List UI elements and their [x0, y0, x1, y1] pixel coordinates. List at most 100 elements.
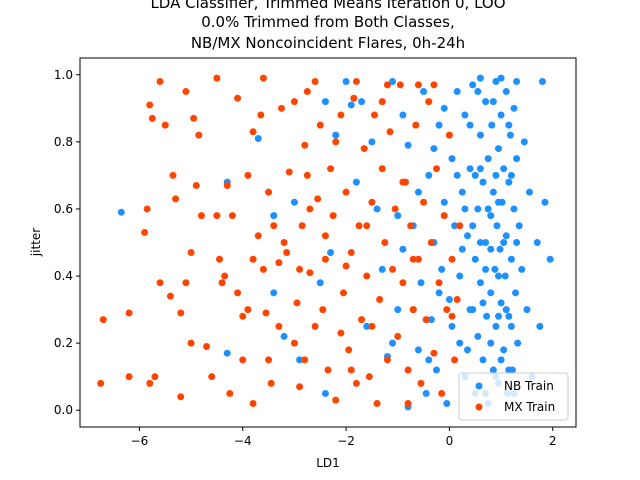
mx-train-point-77 — [389, 265, 397, 273]
mx-train-point-108 — [239, 356, 247, 364]
nb-train-point-90 — [506, 131, 514, 139]
mx-train-point-47 — [306, 269, 314, 277]
mx-train-point-57 — [337, 111, 345, 119]
mx-train-point-101 — [451, 356, 459, 364]
mx-train-point-63 — [352, 379, 360, 387]
mx-train-point-29 — [244, 306, 252, 314]
nb-train-point-101 — [523, 306, 531, 314]
nb-train-point-46 — [456, 272, 464, 280]
nb-train-point-31 — [420, 88, 428, 96]
mx-train-point-87 — [414, 255, 422, 263]
mx-train-point-122 — [259, 265, 267, 273]
nb-train-point-11 — [321, 389, 329, 397]
mx-train-point-4 — [141, 228, 149, 236]
mx-train-point-105 — [290, 98, 298, 106]
nb-train-point-16 — [352, 178, 360, 186]
mx-train-point-37 — [275, 259, 283, 267]
mx-train-point-36 — [270, 222, 278, 230]
mx-train-point-16 — [187, 249, 195, 257]
mx-train-point-21 — [208, 373, 216, 381]
nb-train-point-61 — [479, 356, 487, 364]
x-axis-label: LD1 — [316, 456, 340, 470]
nb-train-point-105 — [536, 322, 544, 330]
mx-train-point-7 — [148, 114, 156, 122]
mx-train-point-24 — [218, 279, 226, 287]
mx-train-point-20 — [203, 342, 211, 350]
nb-train-point-42 — [448, 155, 456, 163]
nb-train-point-95 — [512, 289, 520, 297]
chart-title-line-1: LDA Classifier, Trimmed Means Iteration … — [150, 0, 505, 12]
mx-train-point-41 — [290, 339, 298, 347]
mx-train-point-80 — [396, 81, 404, 89]
nb-train-point-85 — [502, 88, 510, 96]
mx-train-point-98 — [443, 306, 451, 314]
mx-train-point-62 — [350, 94, 358, 102]
nb-train-point-9 — [316, 279, 324, 287]
nb-train-point-93 — [510, 205, 518, 213]
mx-train-point-121 — [275, 322, 283, 330]
nb-train-point-64 — [483, 312, 491, 320]
mx-train-point-64 — [355, 222, 363, 230]
mx-train-point-8 — [151, 373, 159, 381]
mx-train-point-132 — [321, 232, 329, 240]
nb-train-point-78 — [496, 245, 504, 253]
mx-train-point-0 — [97, 379, 105, 387]
nb-train-point-70 — [489, 366, 497, 374]
mx-train-point-32 — [254, 232, 262, 240]
mx-train-point-90 — [422, 316, 430, 324]
nb-train-point-88 — [505, 178, 513, 186]
mx-train-point-11 — [166, 292, 174, 300]
mx-train-point-125 — [197, 212, 205, 220]
mx-train-point-83 — [404, 366, 412, 374]
mx-train-point-65 — [358, 316, 366, 324]
nb-train-point-123 — [479, 299, 487, 307]
nb-train-point-146 — [497, 74, 505, 82]
mx-train-point-71 — [373, 400, 381, 408]
mx-train-point-56 — [332, 396, 340, 404]
nb-train-point-149 — [476, 165, 484, 173]
nb-train-point-83 — [500, 165, 508, 173]
nb-train-point-115 — [482, 265, 490, 273]
mx-train-point-94 — [433, 165, 440, 173]
points-layer — [97, 74, 554, 411]
x-tick-label: −2 — [337, 434, 355, 448]
nb-train-point-40 — [443, 400, 451, 408]
mx-train-point-76 — [386, 128, 394, 136]
mx-train-point-43 — [296, 383, 304, 391]
mx-train-point-33 — [259, 74, 267, 82]
mx-train-point-27 — [234, 94, 242, 102]
mx-train-point-42 — [293, 299, 301, 307]
nb-train-point-45 — [456, 339, 464, 347]
mx-train-point-19 — [195, 131, 203, 139]
nb-train-point-136 — [425, 356, 433, 364]
nb-train-point-72 — [491, 265, 499, 273]
nb-train-point-113 — [495, 272, 502, 280]
mx-train-point-54 — [327, 165, 335, 173]
x-tick-label: 0 — [446, 434, 454, 448]
mx-train-point-66 — [360, 145, 368, 153]
mx-train-point-86 — [412, 121, 420, 129]
mx-train-point-74 — [381, 239, 389, 246]
nb-train-point-29 — [414, 346, 422, 354]
nb-train-point-148 — [487, 245, 495, 253]
mx-train-point-103 — [456, 222, 464, 230]
nb-train-point-38 — [438, 265, 446, 273]
mx-train-point-96 — [438, 389, 446, 397]
mx-train-point-51 — [319, 306, 327, 314]
mx-train-point-127 — [399, 178, 407, 186]
nb-train-point-30 — [417, 279, 425, 287]
mx-train-point-58 — [340, 289, 347, 297]
mx-train-point-113 — [352, 77, 360, 85]
mx-train-point-55 — [329, 212, 337, 220]
nb-train-point-52 — [466, 165, 474, 173]
nb-train-point-122 — [507, 322, 515, 330]
nb-train-point-97 — [514, 339, 522, 347]
nb-train-point-137 — [414, 188, 422, 196]
nb-train-point-26 — [404, 141, 412, 149]
mx-train-point-110 — [177, 309, 185, 317]
nb-train-point-41 — [445, 296, 453, 304]
nb-train-point-110 — [469, 306, 477, 314]
mx-train-point-34 — [262, 309, 270, 317]
mx-train-point-84 — [407, 222, 415, 230]
nb-train-point-73 — [492, 77, 500, 85]
